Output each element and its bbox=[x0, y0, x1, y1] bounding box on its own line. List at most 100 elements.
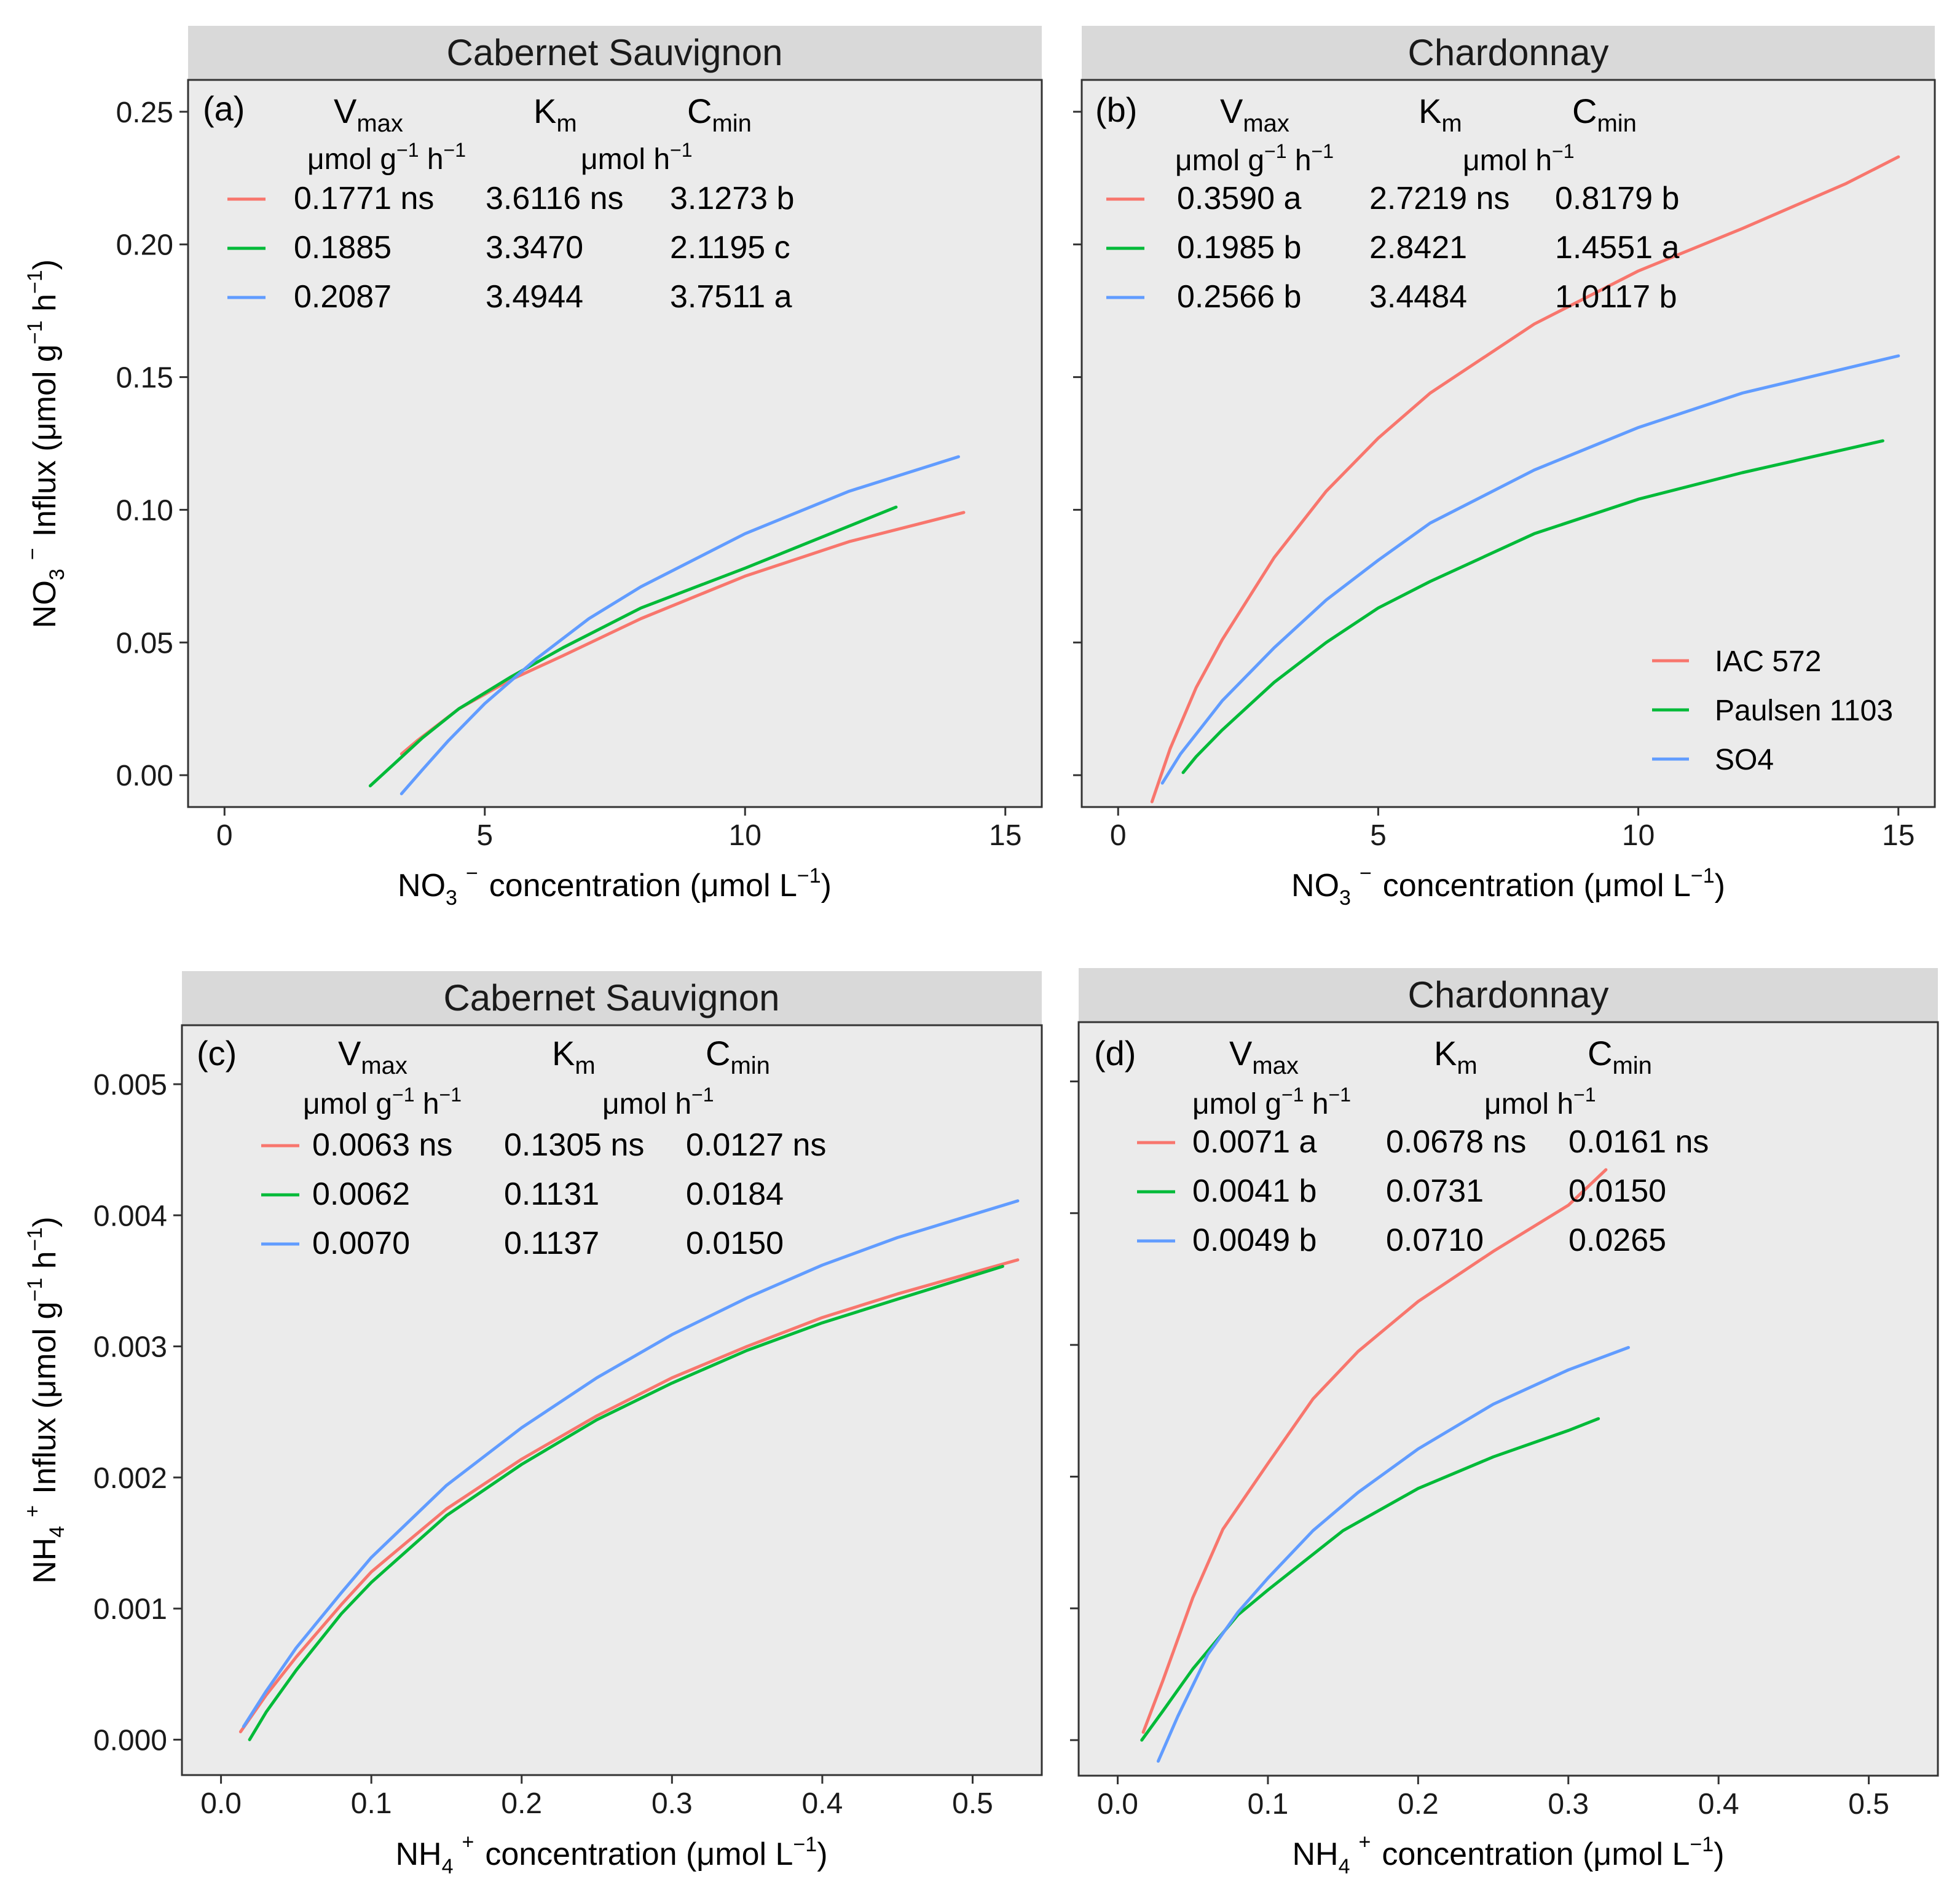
panel-c: Cabernet Sauvignon bbox=[181, 971, 1043, 1776]
series-line-d-paulsen1103 bbox=[1140, 1417, 1600, 1742]
table-vmax-d-2: 0.0049 b bbox=[1192, 1223, 1317, 1258]
table-km-a-0: 3.6116 ns bbox=[486, 181, 624, 216]
panel-a: Cabernet Sauvignon bbox=[187, 26, 1043, 808]
strip-title-a: Cabernet Sauvignon bbox=[446, 32, 782, 73]
panel-label-c: (c) bbox=[197, 1034, 237, 1073]
x-tick-label-a-2: 10 bbox=[729, 819, 762, 852]
strip-title-c: Cabernet Sauvignon bbox=[443, 977, 779, 1018]
series-line-b-so4 bbox=[1160, 354, 1900, 785]
cmin-header: Cmin bbox=[687, 92, 752, 137]
series-line-d-so4 bbox=[1157, 1345, 1630, 1763]
x-tick-label-d-2: 0.2 bbox=[1398, 1788, 1439, 1821]
y-tick-label-c-2: 0.002 bbox=[93, 1462, 167, 1495]
strip-d bbox=[1079, 968, 1938, 1022]
legend-label-so4: SO4 bbox=[1715, 744, 1774, 776]
km-unit: μmol h−1 bbox=[1484, 1084, 1596, 1120]
x-tick-label-d-4: 0.4 bbox=[1698, 1788, 1739, 1821]
series-line-c-so4 bbox=[242, 1199, 1020, 1728]
table-km-a-2: 3.4944 bbox=[486, 279, 583, 315]
table-vmax-c-0: 0.0063 ns bbox=[312, 1127, 452, 1163]
table-km-c-1: 0.1131 bbox=[504, 1176, 599, 1212]
plot-bg-b bbox=[1080, 79, 1936, 808]
table-cmin-d-0: 0.0161 ns bbox=[1568, 1124, 1709, 1160]
table-vmax-c-1: 0.0062 bbox=[312, 1176, 410, 1212]
table-km-c-2: 0.1137 bbox=[504, 1226, 599, 1261]
y-tick-label-a-5: 0.25 bbox=[116, 96, 173, 129]
table-km-b-0: 2.7219 ns bbox=[1369, 181, 1509, 216]
km-header: Km bbox=[552, 1034, 596, 1079]
table-header-c: Vmax Km Cmin μmol g−1 h−1 μmol h−1 bbox=[303, 1034, 770, 1120]
x-tick-label-c-2: 0.2 bbox=[501, 1787, 542, 1820]
cmin-header: Cmin bbox=[1572, 92, 1637, 137]
x-tick-label-d-3: 0.3 bbox=[1548, 1788, 1589, 1821]
table-cmin-c-0: 0.0127 ns bbox=[686, 1127, 826, 1163]
cmin-header: Cmin bbox=[706, 1034, 770, 1079]
km-unit: μmol h−1 bbox=[581, 139, 693, 176]
series-line-d-iac572 bbox=[1141, 1168, 1608, 1734]
strip-title-d: Chardonnay bbox=[1408, 974, 1609, 1015]
y-tick-label-a-3: 0.15 bbox=[116, 362, 173, 395]
plot-bg-c bbox=[181, 1024, 1043, 1776]
table-km-a-1: 3.3470 bbox=[486, 230, 583, 266]
legend-label-iac572: IAC 572 bbox=[1715, 645, 1821, 678]
table-cmin-d-1: 0.0150 bbox=[1568, 1173, 1666, 1209]
x-tick-label-a-0: 0 bbox=[216, 819, 233, 852]
y-tick-label-a-0: 0.00 bbox=[116, 760, 173, 792]
vmax-unit: μmol g−1 h−1 bbox=[303, 1084, 462, 1120]
table-vmax-b-1: 0.1985 b bbox=[1177, 230, 1301, 266]
table-cmin-d-2: 0.0265 bbox=[1568, 1223, 1666, 1258]
x-axis-label-c: NH4+ concentration (μmol L−1) bbox=[395, 1830, 827, 1878]
series-line-c-paulsen1103 bbox=[248, 1264, 1004, 1741]
table-vmax-c-2: 0.0070 bbox=[312, 1226, 410, 1261]
x-tick-label-c-3: 0.3 bbox=[651, 1787, 693, 1820]
vmax-header: Vmax bbox=[1229, 1034, 1299, 1079]
x-tick-label-b-1: 5 bbox=[1370, 819, 1387, 852]
y-axis-label-top: NO3−Influx (μmol g−1 h−1) bbox=[21, 259, 69, 628]
table-km-c-0: 0.1305 ns bbox=[504, 1127, 644, 1163]
x-axis-label-b: NO3− concentration (μmol L−1) bbox=[1291, 862, 1725, 910]
table-cmin-b-1: 1.4551 a bbox=[1555, 230, 1679, 266]
table-cmin-c-2: 0.0150 bbox=[686, 1226, 784, 1261]
panel-label-d: (d) bbox=[1094, 1034, 1136, 1073]
table-km-d-0: 0.0678 ns bbox=[1386, 1124, 1526, 1160]
strip-a bbox=[188, 26, 1042, 80]
x-tick-label-a-3: 15 bbox=[989, 819, 1021, 852]
table-vmax-a-2: 0.2087 bbox=[294, 279, 392, 315]
strip-c bbox=[182, 971, 1042, 1025]
series-line-a-paulsen1103 bbox=[368, 505, 898, 787]
x-tick-label-d-0: 0.0 bbox=[1097, 1788, 1138, 1821]
km-unit: μmol h−1 bbox=[602, 1084, 714, 1120]
vmax-header: Vmax bbox=[334, 92, 403, 137]
table-vmax-b-2: 0.2566 b bbox=[1177, 279, 1301, 315]
table-km-d-2: 0.0710 bbox=[1386, 1223, 1484, 1258]
panel-label-a: (a) bbox=[203, 89, 245, 128]
vmax-header: Vmax bbox=[1220, 92, 1289, 137]
table-cmin-b-2: 1.0117 b bbox=[1555, 279, 1677, 315]
km-header: Km bbox=[533, 92, 577, 137]
y-tick-label-c-4: 0.004 bbox=[93, 1200, 167, 1232]
table-header-b: Vmax Km Cmin μmol g−1 h−1 μmol h−1 bbox=[1175, 92, 1637, 177]
table-vmax-d-1: 0.0041 b bbox=[1192, 1173, 1317, 1209]
x-tick-label-d-1: 0.1 bbox=[1248, 1788, 1289, 1821]
table-cmin-b-0: 0.8179 b bbox=[1555, 181, 1679, 216]
y-axis-label-bottom: NH4+Influx (μmol g−1 h−1) bbox=[21, 1216, 69, 1583]
cmin-header: Cmin bbox=[1588, 1034, 1652, 1079]
table-vmax-a-0: 0.1771 ns bbox=[294, 181, 434, 216]
legend: IAC 572 Paulsen 1103 SO4 bbox=[1652, 645, 1893, 776]
x-axis-label-a: NO3− concentration (μmol L−1) bbox=[398, 862, 832, 910]
table-cmin-a-1: 2.1195 c bbox=[670, 230, 790, 266]
table-header-a: Vmax Km Cmin μmol g−1 h−1 μmol h−1 bbox=[307, 92, 752, 176]
x-tick-label-c-0: 0.0 bbox=[200, 1787, 242, 1820]
x-tick-label-b-3: 15 bbox=[1882, 819, 1915, 852]
series-line-b-paulsen1103 bbox=[1181, 439, 1884, 774]
x-tick-label-a-1: 5 bbox=[476, 819, 493, 852]
plot-bg-a bbox=[187, 79, 1043, 808]
y-tick-label-c-5: 0.005 bbox=[93, 1069, 167, 1101]
y-tick-label-a-4: 0.20 bbox=[116, 229, 173, 262]
y-tick-label-c-0: 0.000 bbox=[93, 1724, 167, 1757]
vmax-header: Vmax bbox=[338, 1034, 407, 1079]
x-tick-label-c-5: 0.5 bbox=[952, 1787, 993, 1820]
table-km-b-1: 2.8421 bbox=[1369, 230, 1467, 266]
table-km-b-2: 3.4484 bbox=[1369, 279, 1467, 315]
